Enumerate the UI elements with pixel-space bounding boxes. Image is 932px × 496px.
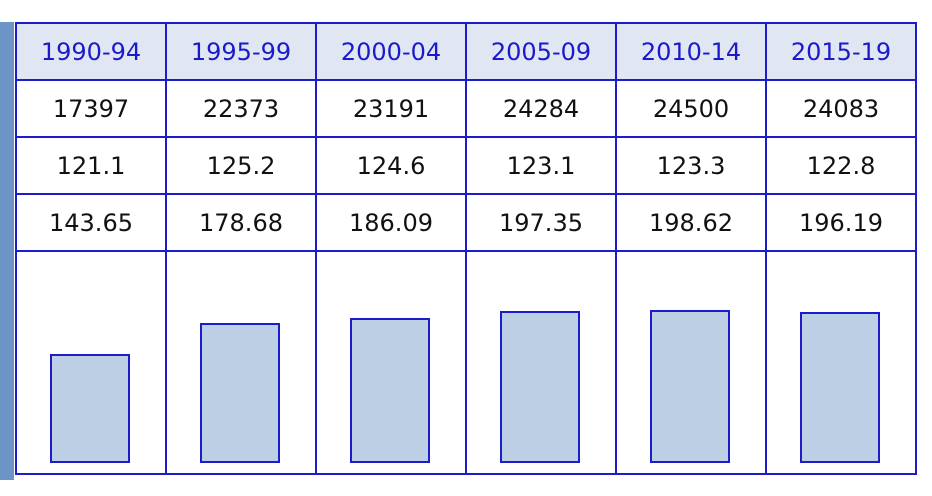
bar-cell (165, 250, 317, 475)
table-cell: 124.6 (315, 136, 467, 195)
table-cell: 122.8 (765, 136, 917, 195)
table-cell: 24500 (615, 79, 767, 138)
table-cell: 178.68 (165, 193, 317, 252)
header-row: 1990-94 1995-99 2000-04 2005-09 2010-14 … (15, 22, 917, 81)
bar (650, 310, 730, 463)
column-header: 2010-14 (615, 22, 767, 81)
bar-cell (615, 250, 767, 475)
table-cell: 24083 (765, 79, 917, 138)
column-header: 2005-09 (465, 22, 617, 81)
bar (500, 311, 580, 463)
column-header: 1995-99 (165, 22, 317, 81)
table-cell: 24284 (465, 79, 617, 138)
bar-cell (315, 250, 467, 475)
bar (200, 323, 280, 463)
bar (350, 318, 430, 463)
table-cell: 23191 (315, 79, 467, 138)
table-cell: 123.3 (615, 136, 767, 195)
bar-row (15, 250, 917, 475)
table-row: 121.1 125.2 124.6 123.1 123.3 122.8 (15, 136, 917, 195)
data-table: 1990-94 1995-99 2000-04 2005-09 2010-14 … (15, 22, 917, 475)
table-cell: 186.09 (315, 193, 467, 252)
table-cell: 197.35 (465, 193, 617, 252)
table-cell: 143.65 (15, 193, 167, 252)
bar-cell (465, 250, 617, 475)
bar (50, 354, 130, 463)
bar-cell (765, 250, 917, 475)
column-header: 2015-19 (765, 22, 917, 81)
table-cell: 125.2 (165, 136, 317, 195)
table-cell: 198.62 (615, 193, 767, 252)
bar (800, 312, 880, 463)
table-cell: 123.1 (465, 136, 617, 195)
column-header: 2000-04 (315, 22, 467, 81)
table-row: 17397 22373 23191 24284 24500 24083 (15, 79, 917, 138)
column-header: 1990-94 (15, 22, 167, 81)
table-cell: 196.19 (765, 193, 917, 252)
table-cell: 17397 (15, 79, 167, 138)
table-cell: 22373 (165, 79, 317, 138)
table-row: 143.65 178.68 186.09 197.35 198.62 196.1… (15, 193, 917, 252)
table-cell: 121.1 (15, 136, 167, 195)
bar-cell (15, 250, 167, 475)
left-accent-bar (0, 22, 14, 480)
